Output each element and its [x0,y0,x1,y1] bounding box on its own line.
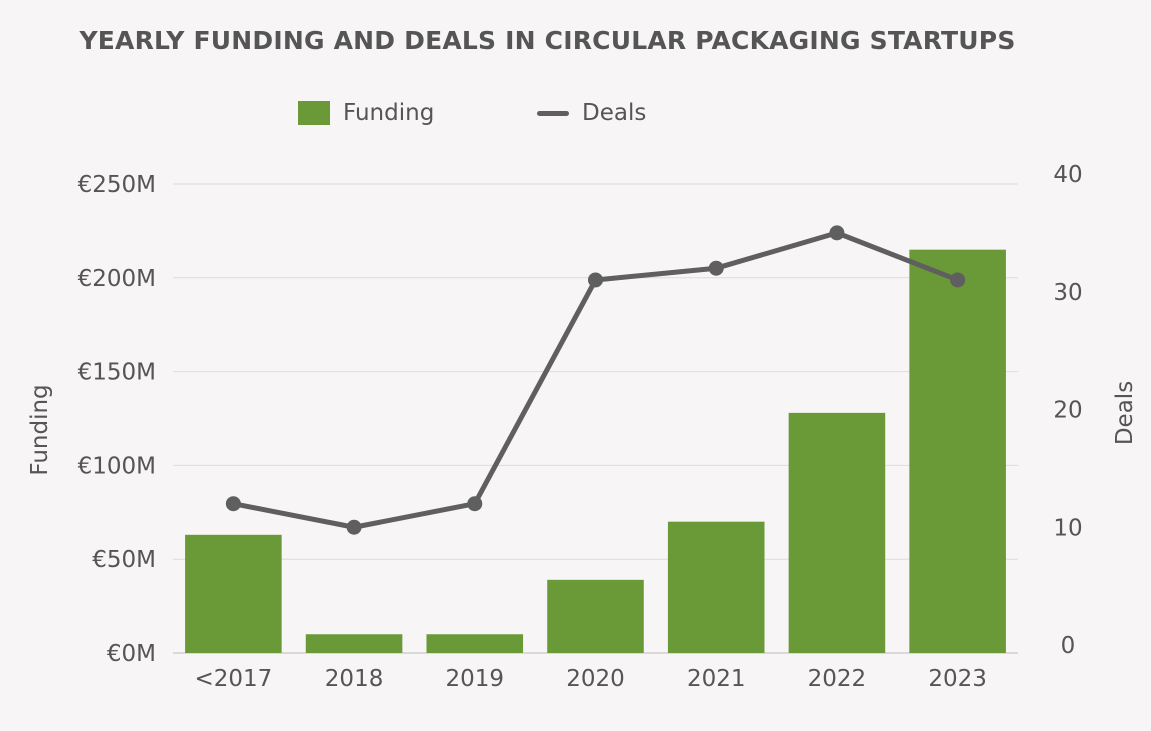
legend: Funding Deals [0,100,1151,130]
y-tick-label-left: €250M [78,172,156,198]
bar-funding [426,634,524,653]
x-tick-label: 2019 [446,666,505,692]
y-tick-label-right: 10 [1053,515,1082,541]
y-tick-label-left: €200M [78,266,156,292]
legend-item-funding: Funding [298,100,434,126]
bar-funding [547,579,644,653]
deals-point [708,260,724,276]
x-axis-ticks: <2017 2018 2019 2020 2021 2022 2023 [194,666,986,692]
deals-line [225,225,966,535]
y-tick-label-left: €150M [78,360,156,386]
funding-bars [185,249,1006,653]
bar-funding [788,412,886,653]
right-axis-ticks: 0 10 20 30 40 [1053,162,1082,659]
legend-label-deals: Deals [582,100,647,126]
x-tick-label: 2023 [928,666,987,692]
y-tick-label-right: 20 [1053,398,1082,424]
deals-point [950,272,966,288]
bar-funding [305,634,403,653]
legend-swatch-deals [537,110,569,116]
bar-funding [185,534,282,653]
deals-point [588,272,603,288]
deals-point [467,496,483,512]
y-axis-label-right: Deals [1112,381,1138,445]
legend-label-funding: Funding [343,100,435,126]
x-tick-label: 2020 [566,666,625,692]
bar-funding [667,521,765,653]
deals-point [829,225,845,241]
deals-point [346,519,362,535]
x-tick-label: 2018 [325,666,384,692]
y-axis-label-left: Funding [27,384,53,475]
y-tick-label-left: €0M [107,641,156,667]
x-tick-label: 2021 [687,666,746,692]
y-tick-label-right: 30 [1053,280,1082,306]
x-tick-label: 2022 [808,666,867,692]
deals-point [225,496,241,512]
x-tick-label: <2017 [194,666,272,692]
legend-swatch-funding [298,101,330,125]
legend-item-deals: Deals [537,100,646,126]
y-tick-label-right: 0 [1061,633,1076,659]
y-tick-label-left: €100M [78,453,156,479]
y-tick-label-left: €50M [92,547,156,573]
chart-title: YEARLY FUNDING AND DEALS IN CIRCULAR PAC… [79,26,1016,55]
bar-funding [909,249,1006,653]
y-tick-label-right: 40 [1053,162,1082,188]
left-axis-ticks: €0M €50M €100M €150M €200M €250M [78,172,156,667]
